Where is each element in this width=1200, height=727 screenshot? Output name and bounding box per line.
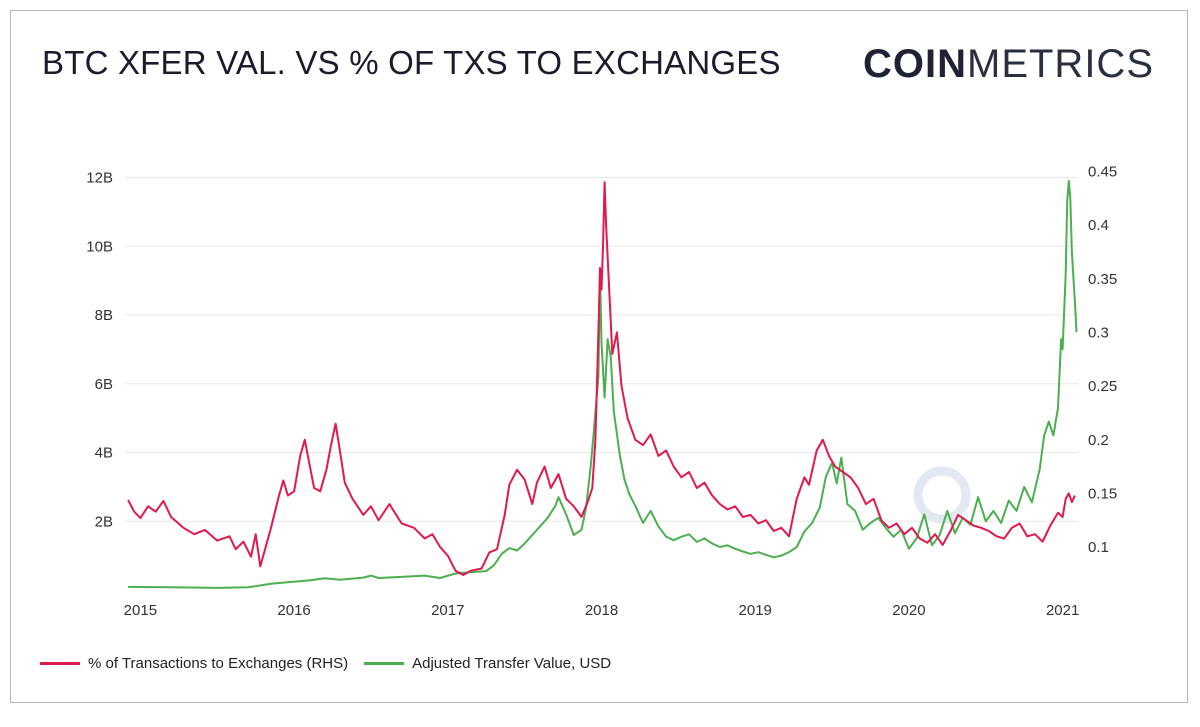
- x-tick-label: 2015: [124, 602, 157, 619]
- series-line-transfer: [128, 179, 1078, 589]
- coinmetrics-logo: COINMETRICS: [863, 42, 1154, 87]
- watermark-logo: [913, 466, 971, 524]
- y-left-tick-label: 2B: [95, 513, 113, 530]
- legend-label-transfer: Adjusted Transfer Value, USD: [412, 655, 612, 672]
- legend-swatch-exchanges: [40, 662, 80, 665]
- watermark-icon: [913, 466, 971, 524]
- x-tick-label: 2021: [1046, 602, 1079, 619]
- y-right-tick-label: 0.1: [1088, 539, 1109, 556]
- legend-item-transfer[interactable]: Adjusted Transfer Value, USD: [364, 655, 611, 672]
- y-right-tick-label: 0.25: [1088, 378, 1117, 395]
- y-axis-left-ticks: 2B 4B 6B 8B 10B 12B: [86, 170, 113, 531]
- x-tick-label: 2020: [892, 602, 925, 619]
- y-left-tick-label: 12B: [86, 170, 113, 187]
- logo-bold-text: COIN: [863, 42, 967, 86]
- x-tick-label: 2019: [739, 602, 772, 619]
- chart-title: BTC XFER VAL. VS % OF TXS TO EXCHANGES: [42, 44, 781, 81]
- y-left-tick-label: 8B: [95, 307, 113, 324]
- x-tick-label: 2018: [585, 602, 618, 619]
- y-right-tick-label: 0.2: [1088, 432, 1109, 449]
- x-tick-label: 2016: [277, 602, 310, 619]
- y-axis-right-ticks: 0.1 0.15 0.2 0.25 0.3 0.35 0.4 0.45: [1088, 163, 1117, 556]
- y-right-tick-label: 0.45: [1088, 163, 1117, 180]
- logo-light-text: METRICS: [967, 42, 1154, 86]
- legend-label-exchanges: % of Transactions to Exchanges (RHS): [88, 655, 349, 672]
- y-right-tick-label: 0.4: [1088, 217, 1109, 234]
- legend-swatch-transfer: [364, 662, 405, 665]
- y-left-tick-label: 10B: [86, 238, 113, 255]
- y-right-tick-label: 0.35: [1088, 271, 1117, 288]
- gridlines: [125, 177, 1078, 522]
- legend: % of Transactions to Exchanges (RHS) Adj…: [40, 655, 627, 672]
- series-lines: [127, 179, 1078, 589]
- x-tick-label: 2017: [431, 602, 464, 619]
- y-left-tick-label: 4B: [95, 445, 113, 462]
- legend-item-exchanges[interactable]: % of Transactions to Exchanges (RHS): [40, 655, 348, 672]
- y-right-tick-label: 0.3: [1088, 324, 1109, 341]
- series-line-exchanges: [127, 181, 1076, 576]
- x-axis-ticks: 2015 2016 2017 2018 2019 2020 2021: [124, 602, 1080, 619]
- y-left-tick-label: 6B: [95, 376, 113, 393]
- y-right-tick-label: 0.15: [1088, 485, 1117, 502]
